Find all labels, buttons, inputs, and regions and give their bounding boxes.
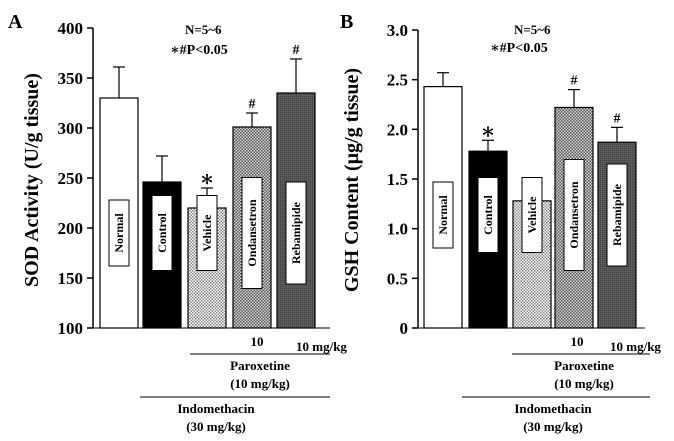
panel-b-bar-label-box bbox=[606, 163, 628, 267]
panel-b-y-ticks: 0 0.5 1.0 1.5 2.0 2.5 3.0 bbox=[387, 21, 418, 338]
panel-a-significance-mark: ∗ bbox=[199, 166, 214, 191]
panel-a-paroxetine-dose: (10 mg/kg) bbox=[230, 376, 290, 391]
panel-b-bar-label-control: Control bbox=[481, 194, 495, 234]
panel-b: B N=5~6 ∗#P<0.05 GSH Content (μg/g tissu… bbox=[340, 11, 661, 434]
panel-a-dose-ondansetron: 10 bbox=[251, 334, 264, 349]
panel-a-indomethacin-dose: (30 mg/kg) bbox=[186, 419, 246, 434]
panel-a-y-axis-title: SOD Activity (U/g tissue) bbox=[21, 73, 43, 287]
panel-a-bars: Normal Control ∗ Vehicle # Ondansetron # Rebami… bbox=[99, 43, 316, 329]
panel-a-bar-label-box bbox=[108, 199, 130, 267]
panel-b-p-annotation: ∗#P<0.05 bbox=[490, 41, 548, 56]
panel-b-y-tick-label: 0 bbox=[400, 319, 409, 338]
panel-b-dose-ondansetron: 10 bbox=[571, 334, 584, 349]
panel-a-y-tick-label: 400 bbox=[58, 19, 84, 38]
panel-a-bar-label-box bbox=[285, 181, 307, 285]
panel-b-bars: Normal∗Control∗Vehicle#Ondansetron#Rebam… bbox=[423, 72, 637, 329]
panel-a-y-tick-label: 200 bbox=[58, 219, 84, 238]
panel-b-bar-label-box bbox=[477, 177, 499, 253]
panel-a-significance-mark: # bbox=[293, 43, 300, 58]
panel-b-y-tick-label: 0.5 bbox=[387, 269, 408, 288]
panel-b-dose-rebamipide: 10 mg/kg bbox=[610, 339, 661, 354]
panel-b-significance-mark: # bbox=[614, 111, 621, 126]
panel-b-y-tick-label: 1.0 bbox=[387, 220, 408, 239]
panel-a-n-annotation: N=5~6 bbox=[185, 22, 222, 37]
panel-a-label: A bbox=[8, 11, 23, 33]
panel-b-bar-label-normal: Normal bbox=[436, 195, 450, 235]
panel-a-y-tick-label: 350 bbox=[58, 69, 84, 88]
panel-b-paroxetine-label: Paroxetine bbox=[554, 358, 614, 373]
panel-b-label: B bbox=[340, 11, 353, 33]
panel-a-paroxetine-label: Paroxetine bbox=[230, 358, 290, 373]
panel-b-n-annotation: N=5~6 bbox=[514, 22, 551, 37]
panel-b-y-tick-label: 2.5 bbox=[387, 71, 408, 90]
panel-b-bar-label-vehicle: Vehicle bbox=[525, 196, 539, 234]
panel-b-bar-label-box bbox=[521, 177, 543, 253]
panel-a-significance-mark: # bbox=[249, 97, 256, 112]
panel-a-bar-normal bbox=[99, 97, 139, 329]
panel-a-y-tick-label: 100 bbox=[58, 319, 84, 338]
panel-b-indomethacin-label: Indomethacin bbox=[514, 401, 592, 416]
panel-b-significance-mark: # bbox=[571, 74, 578, 89]
panel-a-bar-label-box bbox=[241, 177, 263, 289]
panel-a-bar-label-box bbox=[196, 195, 218, 271]
panel-b-indomethacin-dose: (30 mg/kg) bbox=[523, 419, 583, 434]
panel-b-significance-mark: ∗ bbox=[480, 118, 495, 143]
panel-b-bar-label-box bbox=[432, 181, 454, 249]
panel-b-y-axis-title: GSH Content (μg/g tissue) bbox=[341, 68, 363, 292]
panel-a-p-annotation: ∗#P<0.05 bbox=[170, 43, 228, 58]
panel-b-y-tick-label: 2.0 bbox=[387, 120, 408, 139]
panel-b-y-tick-label: 3.0 bbox=[387, 21, 408, 40]
panel-a-dose-rebamipide: 10 mg/kg bbox=[296, 339, 347, 354]
panel-b-bar-label-rebamipide: Rebamipide bbox=[610, 183, 624, 246]
panel-b-bar-label-ondansetron: Ondansetron bbox=[567, 181, 581, 248]
panel-a-y-ticks: 100 150 200 250 300 350 400 bbox=[58, 19, 93, 338]
panel-a-bar-label-ondansetron: Ondansetron bbox=[245, 199, 259, 266]
panel-b-bar-label-box bbox=[563, 159, 585, 271]
panel-b-y-tick-label: 1.5 bbox=[387, 170, 408, 189]
panel-a-bar-label-rebamipide: Rebamipide bbox=[289, 201, 303, 264]
panel-a-bar-label-normal: Normal bbox=[112, 213, 126, 253]
panel-a-bar-label-vehicle: Vehicle bbox=[200, 214, 214, 252]
panel-a-y-tick-label: 150 bbox=[58, 269, 84, 288]
panel-a-bar-label-box bbox=[151, 195, 173, 271]
panel-a-bar-label-control: Control bbox=[155, 212, 169, 252]
panel-a-indomethacin-label: Indomethacin bbox=[177, 401, 255, 416]
panel-a: A N=5~6 ∗#P<0.05 SOD Activity (U/g tissu… bbox=[8, 11, 347, 434]
panel-b-paroxetine-dose: (10 mg/kg) bbox=[554, 376, 614, 391]
panel-a-y-tick-label: 250 bbox=[58, 169, 84, 188]
panel-a-y-tick-label: 300 bbox=[58, 119, 84, 138]
